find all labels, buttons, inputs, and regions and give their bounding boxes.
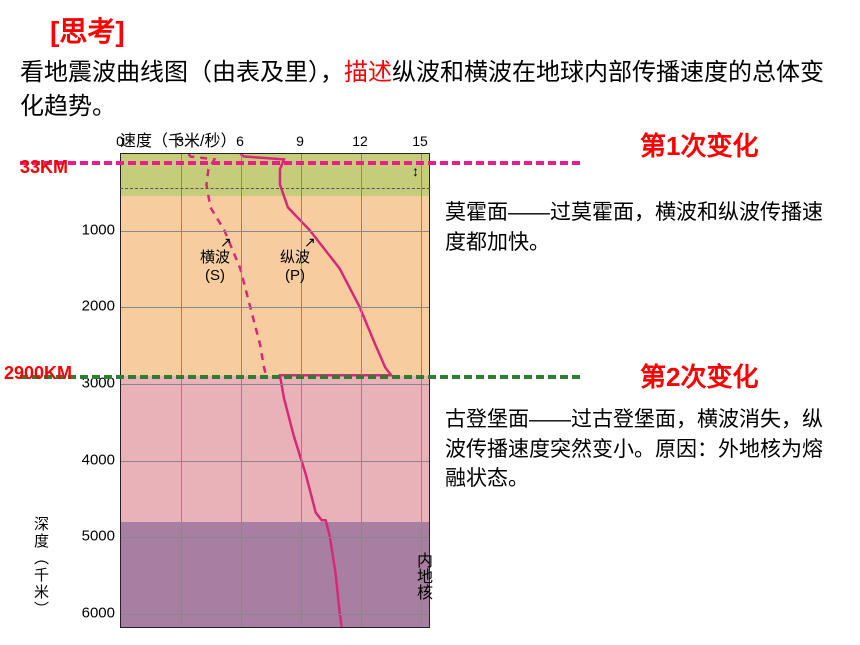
question-prefix: 看地震波曲线图（由表及里）， [20, 59, 344, 86]
grid-line-vertical [361, 154, 362, 627]
x-tick-label: 15 [412, 133, 428, 149]
change2-title: 第2次变化 [640, 359, 758, 395]
y-tick-label: 4000 [65, 451, 115, 468]
p-wave-name: 纵波 [280, 249, 310, 266]
x-tick-label: 9 [296, 133, 304, 149]
s-wave-name: 横波 [200, 249, 230, 266]
x-tick-label: 3 [176, 133, 184, 149]
s-wave-symbol: (S) [205, 267, 225, 284]
question-text: 看地震波曲线图（由表及里），描述纵波和横波在地球内部传播速度的总体变化趋势。 [20, 56, 840, 123]
y-tick-label: 5000 [65, 528, 115, 545]
s-wave-arrow: ↗ [220, 234, 232, 251]
slide-container: [思考] 看地震波曲线图（由表及里），描述纵波和横波在地球内部传播速度的总体变化… [0, 0, 860, 645]
grid-line-horizontal [121, 231, 429, 232]
earth-layer [121, 376, 429, 522]
p-wave-label: 纵波 (P) [280, 249, 310, 285]
plot-region [120, 153, 430, 628]
grid-line-vertical [301, 154, 302, 627]
earth-layer [121, 196, 429, 376]
y-tick-label: 2000 [65, 298, 115, 315]
y-tick-label: 6000 [65, 604, 115, 621]
grid-line-horizontal [121, 307, 429, 308]
grid-line-horizontal [121, 537, 429, 538]
grid-line-horizontal [121, 461, 429, 462]
question-red-word: 描述 [344, 59, 392, 86]
x-tick-label: 6 [236, 133, 244, 149]
change1-text: 莫霍面——过莫霍面，横波和纵波传播速度都加快。 [445, 198, 840, 257]
grid-line-vertical [181, 154, 182, 627]
grid-line-vertical [241, 154, 242, 627]
grid-line-horizontal [121, 614, 429, 615]
change2-text: 古登堡面——过古登堡面，横波消失，纵波传播速度突然变小。原因：外地核为熔融状态。 [445, 405, 840, 493]
change1-title: 第1次变化 [640, 128, 758, 164]
inner-core-label: 内地核 [410, 552, 434, 600]
s-wave-label: 横波 (S) [200, 249, 230, 285]
x-tick-label: 12 [352, 133, 368, 149]
p-wave-symbol: (P) [285, 267, 305, 284]
gutenberg-boundary-line [20, 375, 580, 379]
moho-boundary-line [20, 161, 580, 165]
chart-area: 深度（千米） 03691215100020003000400050006000 [60, 153, 430, 628]
reference-dash-line [120, 188, 430, 189]
crust-arrow: ↕ [412, 163, 419, 179]
x-tick-label: 0 [116, 133, 124, 149]
header-title: [思考] [50, 10, 840, 50]
y-axis-title: 深度（千米） [30, 516, 51, 618]
y-tick-label: 1000 [65, 221, 115, 238]
depth-marker-33km: 33KM [20, 157, 68, 178]
depth-marker-2900km: 2900KM [4, 363, 72, 384]
p-wave-arrow: ↗ [304, 234, 316, 251]
grid-line-horizontal [121, 384, 429, 385]
